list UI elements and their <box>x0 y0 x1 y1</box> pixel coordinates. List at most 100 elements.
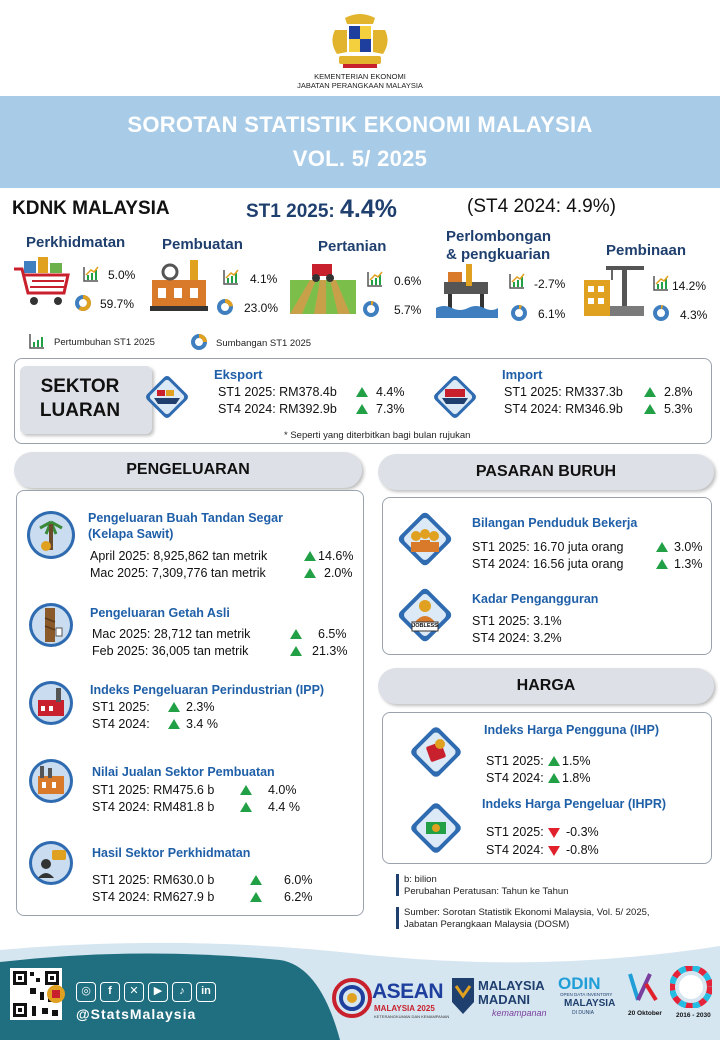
dosm-emblem-icon <box>47 985 65 1003</box>
services-icon <box>29 841 73 885</box>
section-header-buruh: PASARAN BURUH <box>378 454 714 490</box>
footnote-bar <box>396 874 399 896</box>
up-arrow-icon <box>356 387 368 397</box>
kdnk-st4: (ST4 2024: 4.9%) <box>467 196 616 217</box>
sdg-wheel-icon <box>670 966 712 1008</box>
up-arrow-icon <box>250 875 262 885</box>
item-title: Hasil Sektor Perkhidmatan <box>92 846 251 860</box>
up-arrow-icon <box>240 785 252 795</box>
share-donut-icon <box>75 295 91 311</box>
factory-icon <box>150 260 208 311</box>
asean-emblem-icon <box>332 978 372 1018</box>
ihpr-title: Indeks Harga Pengeluar (IHPR) <box>482 797 667 811</box>
instagram-icon[interactable]: ◎ <box>76 982 96 1002</box>
growth-chart-icon <box>83 266 99 282</box>
up-arrow-icon <box>304 551 316 561</box>
up-arrow-icon <box>250 892 262 902</box>
import-st1: ST1 2025: RM337.3b <box>504 385 623 399</box>
share-donut-slice <box>511 305 527 321</box>
reference-note: * Seperti yang diterbitkan bagi bulan ru… <box>284 430 471 441</box>
import-st4: ST4 2024: RM346.9b <box>504 402 623 416</box>
up-arrow-icon <box>290 629 302 639</box>
item-title: Pengeluaran Buah Tandan Segar <box>88 511 283 525</box>
section-header-harga: HARGA <box>378 668 714 704</box>
item-title: Pengeluaran Getah Asli <box>90 606 230 620</box>
sector-name: Pembinaan <box>606 242 687 259</box>
up-arrow-icon <box>240 802 252 812</box>
page-title: SOROTAN STATISTIK EKONOMI MALAYSIA <box>127 112 593 137</box>
tractor-field-icon <box>290 264 356 314</box>
down-arrow-icon <box>548 828 560 838</box>
sector-name: Perlombongan & pengkuarian <box>446 228 552 263</box>
external-sector-label: SEKTOR LUARAN <box>20 366 152 434</box>
linkedin-icon[interactable]: in <box>196 982 216 1002</box>
jobless-sign: JOBLESS <box>412 623 438 629</box>
production-box <box>16 490 364 916</box>
share-donut-icon <box>217 299 233 315</box>
up-arrow-icon <box>656 559 668 569</box>
world-statistics-day-icon <box>628 973 658 1002</box>
item-title: Nilai Jualan Sektor Pembuatan <box>92 765 275 779</box>
kdnk-st1: ST1 2025: 4.4% <box>246 195 397 223</box>
industry-index-icon <box>29 681 73 725</box>
rubber-tree-icon <box>29 603 73 647</box>
up-arrow-icon <box>644 387 656 397</box>
odin-logo: ODIN <box>558 974 601 993</box>
share-donut-slice <box>363 301 379 317</box>
workers-icon <box>398 512 452 566</box>
share-donut-slice <box>653 305 669 321</box>
import-ship-icon <box>434 376 476 418</box>
growth-chart-icon <box>223 269 239 285</box>
export-title: Eksport <box>214 367 263 382</box>
share-donut-slice <box>217 299 233 315</box>
up-arrow-icon <box>548 773 560 783</box>
tiktok-icon[interactable]: ♪ <box>172 982 192 1002</box>
share-legend-icon <box>191 334 207 350</box>
shopping-cart-icon <box>14 257 70 305</box>
up-arrow-icon <box>304 568 316 578</box>
export-st4: ST4 2024: RM392.9b <box>218 402 337 416</box>
page-volume: VOL. 5/ 2025 <box>292 146 428 171</box>
x-twitter-icon[interactable]: ✕ <box>124 982 144 1002</box>
up-arrow-icon <box>168 702 180 712</box>
share-donut-icon <box>511 305 527 321</box>
title-banner: SOROTAN STATISTIK EKONOMI MALAYSIA VOL. … <box>0 96 720 188</box>
producer-price-icon <box>411 803 461 853</box>
import-title: Import <box>502 367 543 382</box>
sector-name: Pembuatan <box>162 236 243 253</box>
jobless-icon <box>398 588 452 642</box>
footnote-bar <box>396 907 399 929</box>
unemployment-title: Kadar Pengangguran <box>472 592 599 606</box>
construction-crane-icon <box>584 266 644 316</box>
palm-oil-icon <box>27 511 75 559</box>
oil-rig-icon <box>436 264 498 318</box>
up-arrow-icon <box>644 404 656 414</box>
facebook-icon[interactable]: f <box>100 982 120 1002</box>
share-donut-icon <box>363 301 379 317</box>
ministry-name: KEMENTERIAN EKONOMI JABATAN PERANGKAAN M… <box>297 72 423 90</box>
qr-code-icon[interactable] <box>10 968 62 1020</box>
social-handle[interactable]: @StatsMalaysia <box>76 1006 197 1022</box>
sdg-years: 2016 - 2030 <box>676 1012 711 1019</box>
ihp-title: Indeks Harga Pengguna (IHP) <box>484 723 660 737</box>
youtube-icon[interactable]: ▶ <box>148 982 168 1002</box>
share-donut-slice <box>75 295 91 311</box>
export-st1: ST1 2025: RM378.4b <box>218 385 337 399</box>
footnote-source: Sumber: Sorotan Statistik Ekonomi Malays… <box>404 907 650 930</box>
sector-name: Pertanian <box>318 238 387 255</box>
kdnk-title: KDNK MALAYSIA <box>12 198 170 219</box>
export-ship-icon <box>146 376 188 418</box>
growth-chart-icon <box>509 273 525 289</box>
growth-chart-icon <box>367 271 383 287</box>
consumer-price-icon <box>411 727 461 777</box>
legend-share: Sumbangan ST1 2025 <box>216 338 312 349</box>
up-arrow-icon <box>548 756 560 766</box>
legend-growth: Pertumbuhan ST1 2025 <box>54 337 155 348</box>
asean-logo: ASEAN <box>372 980 444 1003</box>
up-arrow-icon <box>356 404 368 414</box>
up-arrow-icon <box>290 646 302 656</box>
up-arrow-icon <box>168 719 180 729</box>
up-arrow-icon <box>656 542 668 552</box>
madani-logo: MALAYSIA <box>478 978 545 993</box>
growth-chart-icon <box>653 275 669 291</box>
